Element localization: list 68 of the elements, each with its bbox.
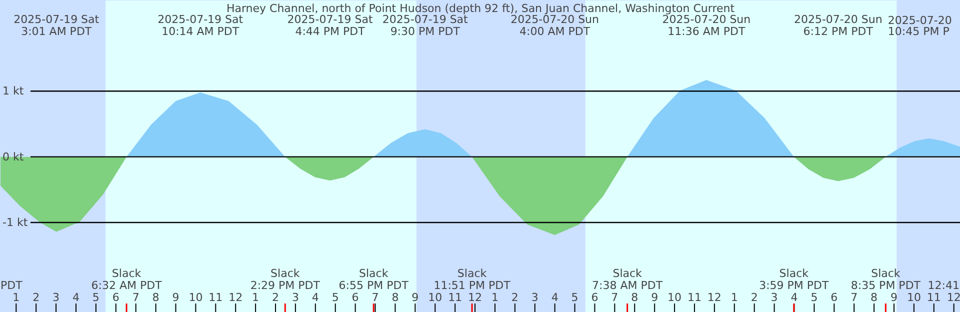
annotation: PDT <box>0 279 23 292</box>
x-tick-label: 2 <box>32 291 40 304</box>
x-tick-label: 11 <box>687 291 702 304</box>
annotation: Slack 6:55 PM PDT <box>338 267 409 292</box>
x-tick-label: 5 <box>571 291 578 304</box>
x-tick-label: 12 <box>228 291 243 304</box>
annotation: 2025-07-19 Sat 3:01 AM PDT <box>14 13 100 38</box>
x-tick-label: 5 <box>92 291 100 304</box>
x-tick-label: 12 <box>946 291 960 304</box>
x-tick-label: 7 <box>372 291 379 304</box>
x-tick-label: 1 <box>12 291 20 304</box>
x-tick-label: 11 <box>926 291 941 304</box>
x-tick-label: 6 <box>591 291 598 304</box>
annotation: Slack 2:29 PM PDT <box>250 267 320 292</box>
y-tick-label: 1 kt <box>2 84 24 98</box>
x-tick-label: 10 <box>668 291 682 304</box>
annotation: 12:41 <box>928 279 960 292</box>
x-tick-label: 10 <box>428 291 442 304</box>
x-tick-label: 3 <box>52 291 60 304</box>
x-tick-label: 3 <box>531 291 538 304</box>
x-tick-label: 9 <box>172 291 180 304</box>
annotation: Slack 6:32 AM PDT <box>91 267 162 292</box>
x-tick-label: 6 <box>352 291 359 304</box>
annotation: 2025-07-20 Sun 11:36 AM PDT <box>662 13 751 38</box>
x-tick-label: 7 <box>850 291 858 304</box>
x-tick-label: 10 <box>906 291 921 304</box>
x-tick-label: 1 <box>491 291 498 304</box>
x-tick-label: 4 <box>551 291 558 304</box>
x-tick-label: 9 <box>412 291 419 304</box>
x-tick-label: 9 <box>651 291 658 304</box>
x-tick-label: 1 <box>252 291 260 304</box>
x-tick-label: 2 <box>750 291 758 304</box>
x-tick-label: 4 <box>790 291 798 304</box>
x-tick-label: 8 <box>631 291 638 304</box>
x-tick-label: 8 <box>152 291 160 304</box>
x-tick-label: 7 <box>611 291 618 304</box>
x-tick-label: 6 <box>830 291 838 304</box>
annotation: 2025-07-20 10:45 PM P <box>888 14 952 38</box>
x-tick-label: 4 <box>72 291 80 304</box>
x-tick-label: 3 <box>292 291 299 304</box>
x-tick-label: 6 <box>112 291 120 304</box>
x-tick-label: 2 <box>272 291 279 304</box>
x-tick-label: 9 <box>890 291 898 304</box>
annotation: 2025-07-19 Sat 4:44 PM PDT <box>287 13 374 38</box>
annotation: Slack 11:51 PM PDT <box>434 267 511 292</box>
chart-title: Harney Channel, north of Point Hudson (depth 92 ft), San Juan Channel, Washington Current <box>226 2 736 15</box>
x-tick-label: 11 <box>208 291 223 304</box>
x-tick-label: 12 <box>707 291 722 304</box>
annotation: Slack 7:38 AM PDT <box>592 267 663 292</box>
x-tick-label: 4 <box>312 291 319 304</box>
x-tick-label: 3 <box>770 291 778 304</box>
y-tick-label: -1 kt <box>2 216 28 230</box>
x-tick-label: 8 <box>392 291 399 304</box>
x-tick-label: 2 <box>511 291 518 304</box>
annotation: Slack 8:35 PM PDT <box>850 267 921 292</box>
x-tick-label: 11 <box>448 291 462 304</box>
x-tick-label: 12 <box>468 291 482 304</box>
annotation: Slack 3:59 PM PDT <box>759 267 830 292</box>
x-tick-label: 5 <box>810 291 818 304</box>
annotation: 2025-07-19 Sat 9:30 PM PDT <box>382 13 469 38</box>
x-tick-label: 10 <box>188 291 203 304</box>
annotation: 2025-07-20 Sun 6:12 PM PDT <box>794 13 882 38</box>
x-tick-label: 7 <box>132 291 140 304</box>
annotation: 2025-07-19 Sat 10:14 AM PDT <box>158 13 244 38</box>
x-tick-label: 8 <box>870 291 878 304</box>
x-tick-label: 5 <box>332 291 339 304</box>
annotation: 2025-07-20 Sun 4:00 AM PDT <box>510 13 600 38</box>
x-tick-label: 1 <box>730 291 738 304</box>
